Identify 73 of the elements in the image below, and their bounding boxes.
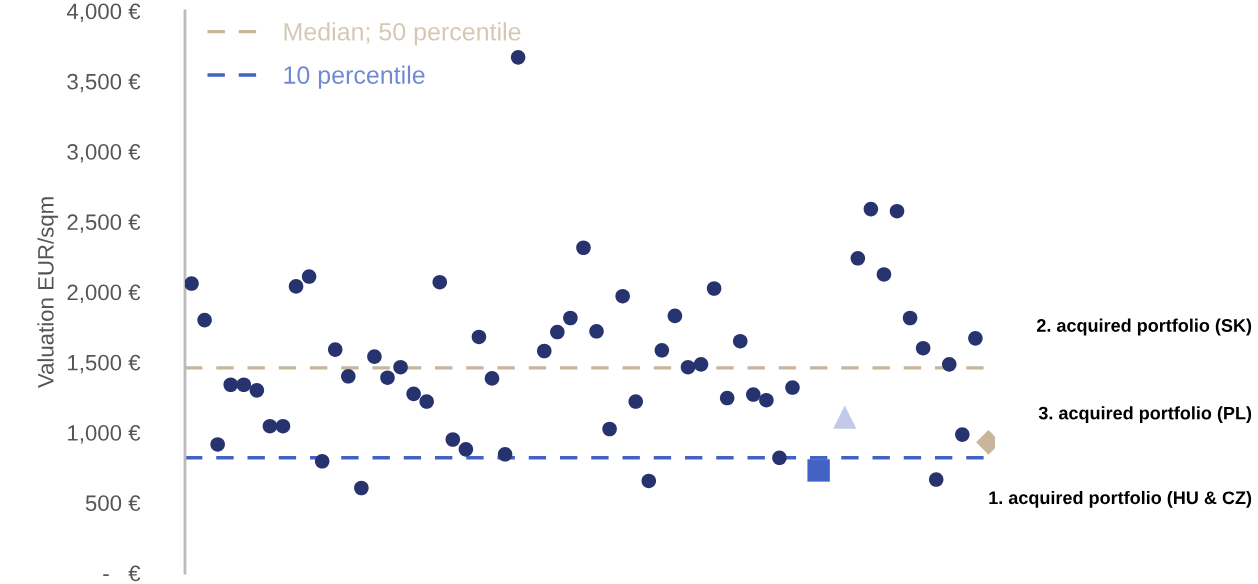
y-tick-label: 2,000 € <box>67 284 141 303</box>
point <box>236 377 252 393</box>
y-tick-label: 2,500 € <box>67 214 141 233</box>
y-tick-label: 3,000 € <box>67 144 141 163</box>
point <box>249 383 265 398</box>
point <box>406 386 421 402</box>
point <box>667 308 683 324</box>
y-axis-title: Valuation EUR/sqm <box>37 197 59 389</box>
point <box>510 50 526 65</box>
text: 2. acquired portfolio (SK) <box>1036 318 1252 336</box>
point <box>197 312 212 328</box>
point <box>301 269 317 284</box>
point <box>314 454 330 469</box>
text: 3. acquired portfolio (PL) <box>1038 406 1252 424</box>
point <box>262 418 278 434</box>
y-tick-label: - € <box>103 565 141 582</box>
point <box>393 359 408 375</box>
point <box>380 370 395 385</box>
point <box>807 459 830 482</box>
point <box>719 390 735 406</box>
point <box>432 274 448 290</box>
point <box>680 359 696 375</box>
point <box>876 267 892 282</box>
point <box>615 288 630 304</box>
point <box>968 331 983 346</box>
point <box>693 357 709 372</box>
point <box>576 240 591 256</box>
y-tick-label: 1,000 € <box>68 425 141 444</box>
point <box>275 418 291 434</box>
point <box>641 473 657 489</box>
point <box>563 310 578 326</box>
point <box>772 450 787 466</box>
legend-label: 10 percentile <box>284 65 425 89</box>
point <box>850 251 866 266</box>
point <box>759 392 774 408</box>
point <box>367 349 382 364</box>
point <box>746 387 761 402</box>
point <box>706 281 722 296</box>
point <box>732 333 748 349</box>
point <box>833 405 857 429</box>
legend-label: Median; 50 percentile <box>284 22 521 46</box>
point <box>185 276 199 291</box>
point <box>354 480 369 496</box>
y-tick-label: 1,500 € <box>68 354 141 374</box>
point <box>628 394 644 409</box>
point <box>915 340 931 356</box>
point <box>550 324 565 340</box>
point <box>928 472 944 487</box>
point <box>341 369 356 384</box>
point <box>288 279 304 294</box>
point <box>602 421 617 437</box>
point <box>902 310 918 326</box>
y-tick-label: 3,500 € <box>67 73 141 93</box>
annotation: 1. acquired portfolio (HU & CZ) <box>989 490 1252 508</box>
y-tick-label: 4,000 € <box>66 3 141 22</box>
point <box>327 342 343 357</box>
point <box>654 343 670 358</box>
point <box>785 380 800 395</box>
point <box>445 432 461 447</box>
point <box>210 437 225 452</box>
point <box>863 201 879 217</box>
point <box>484 371 500 386</box>
point <box>536 343 552 359</box>
point <box>419 394 434 409</box>
point <box>458 442 474 457</box>
point <box>471 329 487 345</box>
point <box>497 446 513 462</box>
y-tick-label: 500 € <box>85 495 141 512</box>
point <box>955 427 970 442</box>
point <box>589 324 604 339</box>
point <box>889 203 905 219</box>
point <box>223 377 239 393</box>
point <box>941 357 957 372</box>
